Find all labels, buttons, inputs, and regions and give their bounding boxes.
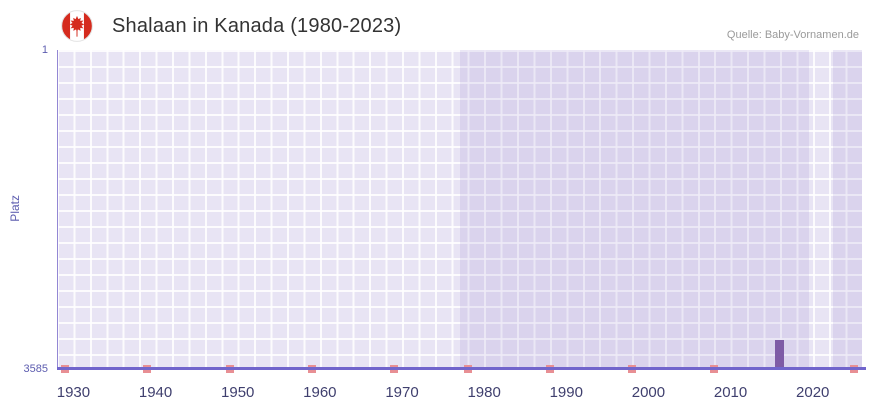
x-tick-label: 1950	[221, 384, 255, 401]
plot-area	[57, 50, 866, 373]
x-tick-label: 2010	[713, 384, 748, 401]
x-tick-label: 1930	[56, 384, 91, 401]
x-tick-label: 1970	[385, 384, 419, 401]
source-credit-link[interactable]: Quelle: Baby-Vornamen.de	[726, 29, 859, 41]
y-axis-line	[57, 50, 58, 370]
x-tick-label: 2000	[631, 384, 666, 401]
x-tick-label: 2020	[796, 384, 830, 401]
chart-title: Shalaan in Kanada (1980-2023)	[112, 15, 402, 37]
y-tick-bottom: 3585	[23, 363, 48, 375]
shade-band	[833, 50, 862, 370]
y-axis-title: Platz	[8, 195, 22, 222]
x-axis-baseline	[57, 367, 866, 370]
x-tick-label: 1960	[303, 384, 337, 401]
rank-bar[interactable]	[775, 340, 785, 370]
shade-band	[459, 50, 809, 370]
canada-flag-icon	[61, 10, 93, 42]
x-tick-label: 1980	[467, 384, 501, 401]
y-tick-top: 1	[41, 44, 48, 56]
x-tick-label: 1990	[549, 384, 583, 401]
x-axis: 1930 1940 1950 1960 1970 1980 1990 2000 2010 2020	[57, 384, 862, 404]
x-tick-label: 1940	[138, 384, 173, 401]
